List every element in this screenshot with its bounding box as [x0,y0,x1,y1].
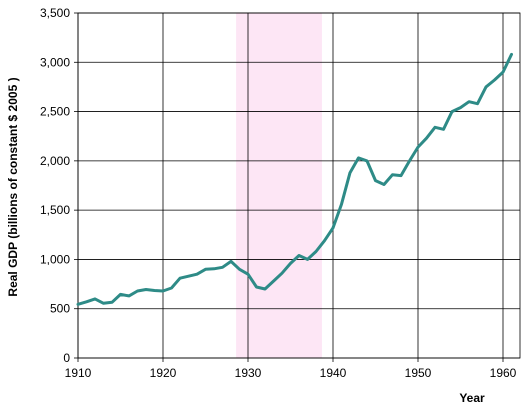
y-tick-label: 2,000 [40,154,70,168]
x-tick-label: 1950 [405,366,432,380]
x-axis-tick-labels: 1910 1920 1930 1940 1950 1960 [65,366,517,380]
x-tick-label: 1940 [320,366,347,380]
x-tick-label: 1920 [150,366,177,380]
y-axis-tick-labels: 0 500 1,000 1,500 2,000 2,500 3,000 3,500 [40,6,70,365]
x-axis-title: Year [459,391,485,405]
shaded-region [236,13,322,358]
x-tick-label: 1960 [490,366,517,380]
y-tick-label: 2,500 [40,105,70,119]
x-tick-label: 1930 [235,366,262,380]
y-tick-label: 0 [63,351,70,365]
plot-area-border [77,12,521,359]
y-axis-title: Real GDP (billions of constant $ 2005 ) [6,77,20,296]
y-tick-label: 3,500 [40,6,70,20]
y-tick-label: 1,000 [40,252,70,266]
x-tick-label: 1910 [65,366,92,380]
y-tick-label: 3,000 [40,55,70,69]
gdp-series-line [76,52,513,306]
y-tick-label: 1,500 [40,203,70,217]
y-tick-label: 500 [50,302,70,316]
